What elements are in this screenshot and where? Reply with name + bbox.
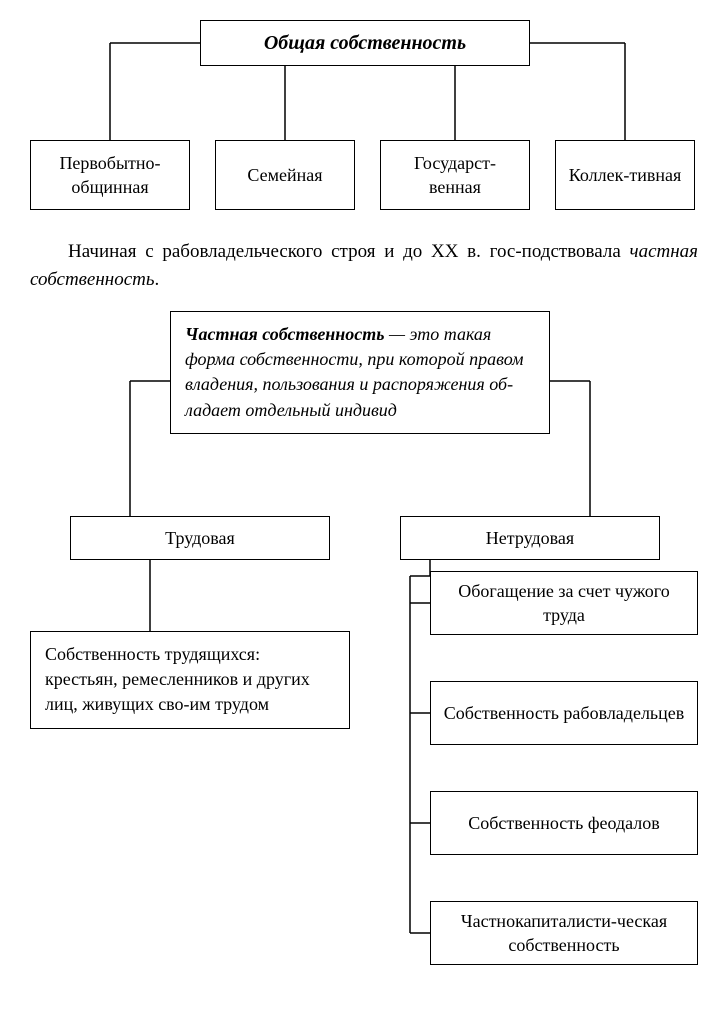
para-prefix: Начиная с рабовладельческого строя и до …	[68, 241, 630, 262]
nonlabor-item-2: Собственность феодалов	[430, 791, 698, 855]
common-property-tree: Общая собственность Первобытно-общинная …	[30, 20, 698, 220]
child-state: Государст-венная	[380, 140, 530, 210]
labor-detail-text: Собственность трудящихся: крестьян, реме…	[45, 644, 310, 714]
nonlabor-item-2-label: Собственность феодалов	[468, 811, 660, 835]
nonlabor-item-1: Собственность рабовладельцев	[430, 681, 698, 745]
branch-nonlabor: Нетрудовая	[400, 516, 660, 560]
nonlabor-item-0-label: Обогащение за счет чужого труда	[443, 579, 685, 628]
child-primitive-label: Первобытно-общинная	[43, 151, 177, 200]
root-common-property: Общая собственность	[200, 20, 530, 66]
para-suffix: .	[155, 269, 160, 290]
branch-labor-label: Трудовая	[165, 526, 235, 550]
nonlabor-item-0: Обогащение за счет чужого труда	[430, 571, 698, 635]
transition-paragraph: Начиная с рабовладельческого строя и до …	[30, 238, 698, 293]
nonlabor-item-3: Частнокапиталисти-ческая собственность	[430, 901, 698, 965]
nonlabor-item-1-label: Собственность рабовладельцев	[444, 701, 685, 725]
nonlabor-item-3-label: Частнокапиталисти-ческая собственность	[443, 909, 685, 958]
root-private-property: Частная собственность — это такая форма …	[170, 311, 550, 434]
private-property-tree: Частная собственность — это такая форма …	[30, 311, 698, 991]
child-collective: Коллек-тивная	[555, 140, 695, 210]
labor-detail: Собственность трудящихся: крестьян, реме…	[30, 631, 350, 729]
child-family: Семейная	[215, 140, 355, 210]
root-private-lead: Частная собственность	[185, 324, 385, 344]
branch-labor: Трудовая	[70, 516, 330, 560]
child-state-label: Государст-венная	[393, 151, 517, 200]
child-family-label: Семейная	[247, 163, 322, 187]
branch-nonlabor-label: Нетрудовая	[486, 526, 574, 550]
child-primitive: Первобытно-общинная	[30, 140, 190, 210]
child-collective-label: Коллек-тивная	[569, 163, 681, 187]
